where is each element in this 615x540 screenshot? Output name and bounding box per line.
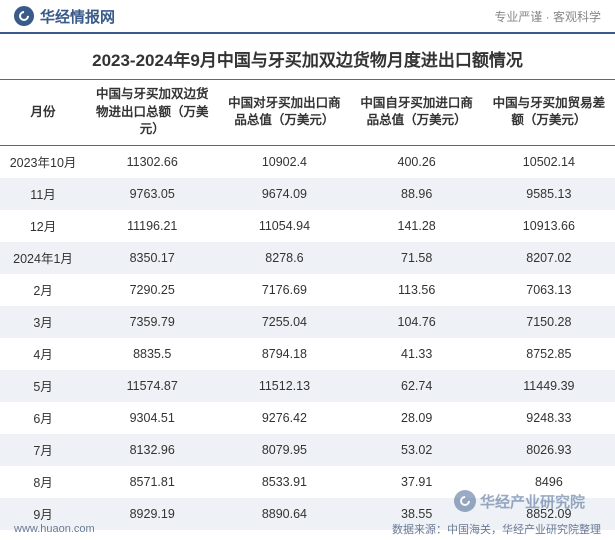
table-cell: 10902.4: [218, 145, 350, 178]
table-cell: 11512.13: [218, 370, 350, 402]
table-cell: 11月: [0, 178, 86, 210]
table-cell: 11302.66: [86, 145, 218, 178]
table-row: 2023年10月11302.6610902.4400.2610502.14: [0, 145, 615, 178]
col-header-total: 中国与牙买加双边货物进出口总额（万美元）: [86, 80, 218, 146]
footer: www.huaon.com 数据来源：中国海关，华经产业研究院整理: [0, 518, 615, 540]
table-cell: 7150.28: [483, 306, 615, 338]
table-cell: 7月: [0, 434, 86, 466]
table-row: 5月11574.8711512.1362.7411449.39: [0, 370, 615, 402]
col-header-import: 中国自牙买加进口商品总值（万美元）: [351, 80, 483, 146]
table-cell: 8月: [0, 466, 86, 498]
table-cell: 41.33: [351, 338, 483, 370]
table-cell: 9248.33: [483, 402, 615, 434]
table-cell: 8026.93: [483, 434, 615, 466]
table-cell: 2024年1月: [0, 242, 86, 274]
logo-text: 华经情报网: [40, 6, 115, 27]
table-row: 3月7359.797255.04104.767150.28: [0, 306, 615, 338]
table-cell: 10913.66: [483, 210, 615, 242]
header: 华经情报网 专业严谨 · 客观科学: [0, 0, 615, 34]
table-cell: 6月: [0, 402, 86, 434]
table-cell: 2023年10月: [0, 145, 86, 178]
table-cell: 7176.69: [218, 274, 350, 306]
table-cell: 9585.13: [483, 178, 615, 210]
table-cell: 7359.79: [86, 306, 218, 338]
table-row: 6月9304.519276.4228.099248.33: [0, 402, 615, 434]
table-cell: 9304.51: [86, 402, 218, 434]
table-cell: 9276.42: [218, 402, 350, 434]
footer-url: www.huaon.com: [14, 523, 95, 535]
table-cell: 62.74: [351, 370, 483, 402]
table-cell: 11574.87: [86, 370, 218, 402]
table-cell: 10502.14: [483, 145, 615, 178]
table-cell: 8571.81: [86, 466, 218, 498]
table-cell: 9674.09: [218, 178, 350, 210]
col-header-export: 中国对牙买加出口商品总值（万美元）: [218, 80, 350, 146]
table-cell: 8207.02: [483, 242, 615, 274]
table-cell: 11054.94: [218, 210, 350, 242]
table-row: 7月8132.968079.9553.028026.93: [0, 434, 615, 466]
table-row: 12月11196.2111054.94141.2810913.66: [0, 210, 615, 242]
table-cell: 2月: [0, 274, 86, 306]
table-row: 2月7290.257176.69113.567063.13: [0, 274, 615, 306]
table-cell: 88.96: [351, 178, 483, 210]
table-cell: 53.02: [351, 434, 483, 466]
table-cell: 8079.95: [218, 434, 350, 466]
watermark: 华经产业研究院: [454, 490, 585, 512]
table-cell: 8350.17: [86, 242, 218, 274]
table-header-row: 月份 中国与牙买加双边货物进出口总额（万美元） 中国对牙买加出口商品总值（万美元…: [0, 80, 615, 146]
table-cell: 8835.5: [86, 338, 218, 370]
table-cell: 8533.91: [218, 466, 350, 498]
table-cell: 11196.21: [86, 210, 218, 242]
table-cell: 12月: [0, 210, 86, 242]
watermark-icon: [454, 490, 476, 512]
table-cell: 7290.25: [86, 274, 218, 306]
table-cell: 8794.18: [218, 338, 350, 370]
watermark-text: 华经产业研究院: [480, 491, 585, 512]
slogan: 专业严谨 · 客观科学: [494, 8, 601, 25]
table-cell: 113.56: [351, 274, 483, 306]
table-cell: 7255.04: [218, 306, 350, 338]
table-cell: 11449.39: [483, 370, 615, 402]
page-title: 2023-2024年9月中国与牙买加双边货物月度进出口额情况: [0, 34, 615, 79]
table-cell: 5月: [0, 370, 86, 402]
table-cell: 4月: [0, 338, 86, 370]
logo-area: 华经情报网: [14, 6, 115, 27]
table-cell: 141.28: [351, 210, 483, 242]
table-cell: 400.26: [351, 145, 483, 178]
table-cell: 28.09: [351, 402, 483, 434]
data-table: 月份 中国与牙买加双边货物进出口总额（万美元） 中国对牙买加出口商品总值（万美元…: [0, 79, 615, 530]
table-cell: 7063.13: [483, 274, 615, 306]
table-cell: 3月: [0, 306, 86, 338]
footer-source: 数据来源：中国海关，华经产业研究院整理: [392, 521, 601, 537]
col-header-balance: 中国与牙买加贸易差额（万美元）: [483, 80, 615, 146]
table-cell: 9763.05: [86, 178, 218, 210]
table-cell: 104.76: [351, 306, 483, 338]
logo-icon: [14, 6, 34, 26]
table-cell: 8278.6: [218, 242, 350, 274]
table-cell: 71.58: [351, 242, 483, 274]
table-row: 11月9763.059674.0988.969585.13: [0, 178, 615, 210]
table-body: 2023年10月11302.6610902.4400.2610502.1411月…: [0, 145, 615, 530]
table-cell: 8752.85: [483, 338, 615, 370]
col-header-month: 月份: [0, 80, 86, 146]
table-cell: 8132.96: [86, 434, 218, 466]
table-row: 2024年1月8350.178278.671.588207.02: [0, 242, 615, 274]
table-row: 4月8835.58794.1841.338752.85: [0, 338, 615, 370]
